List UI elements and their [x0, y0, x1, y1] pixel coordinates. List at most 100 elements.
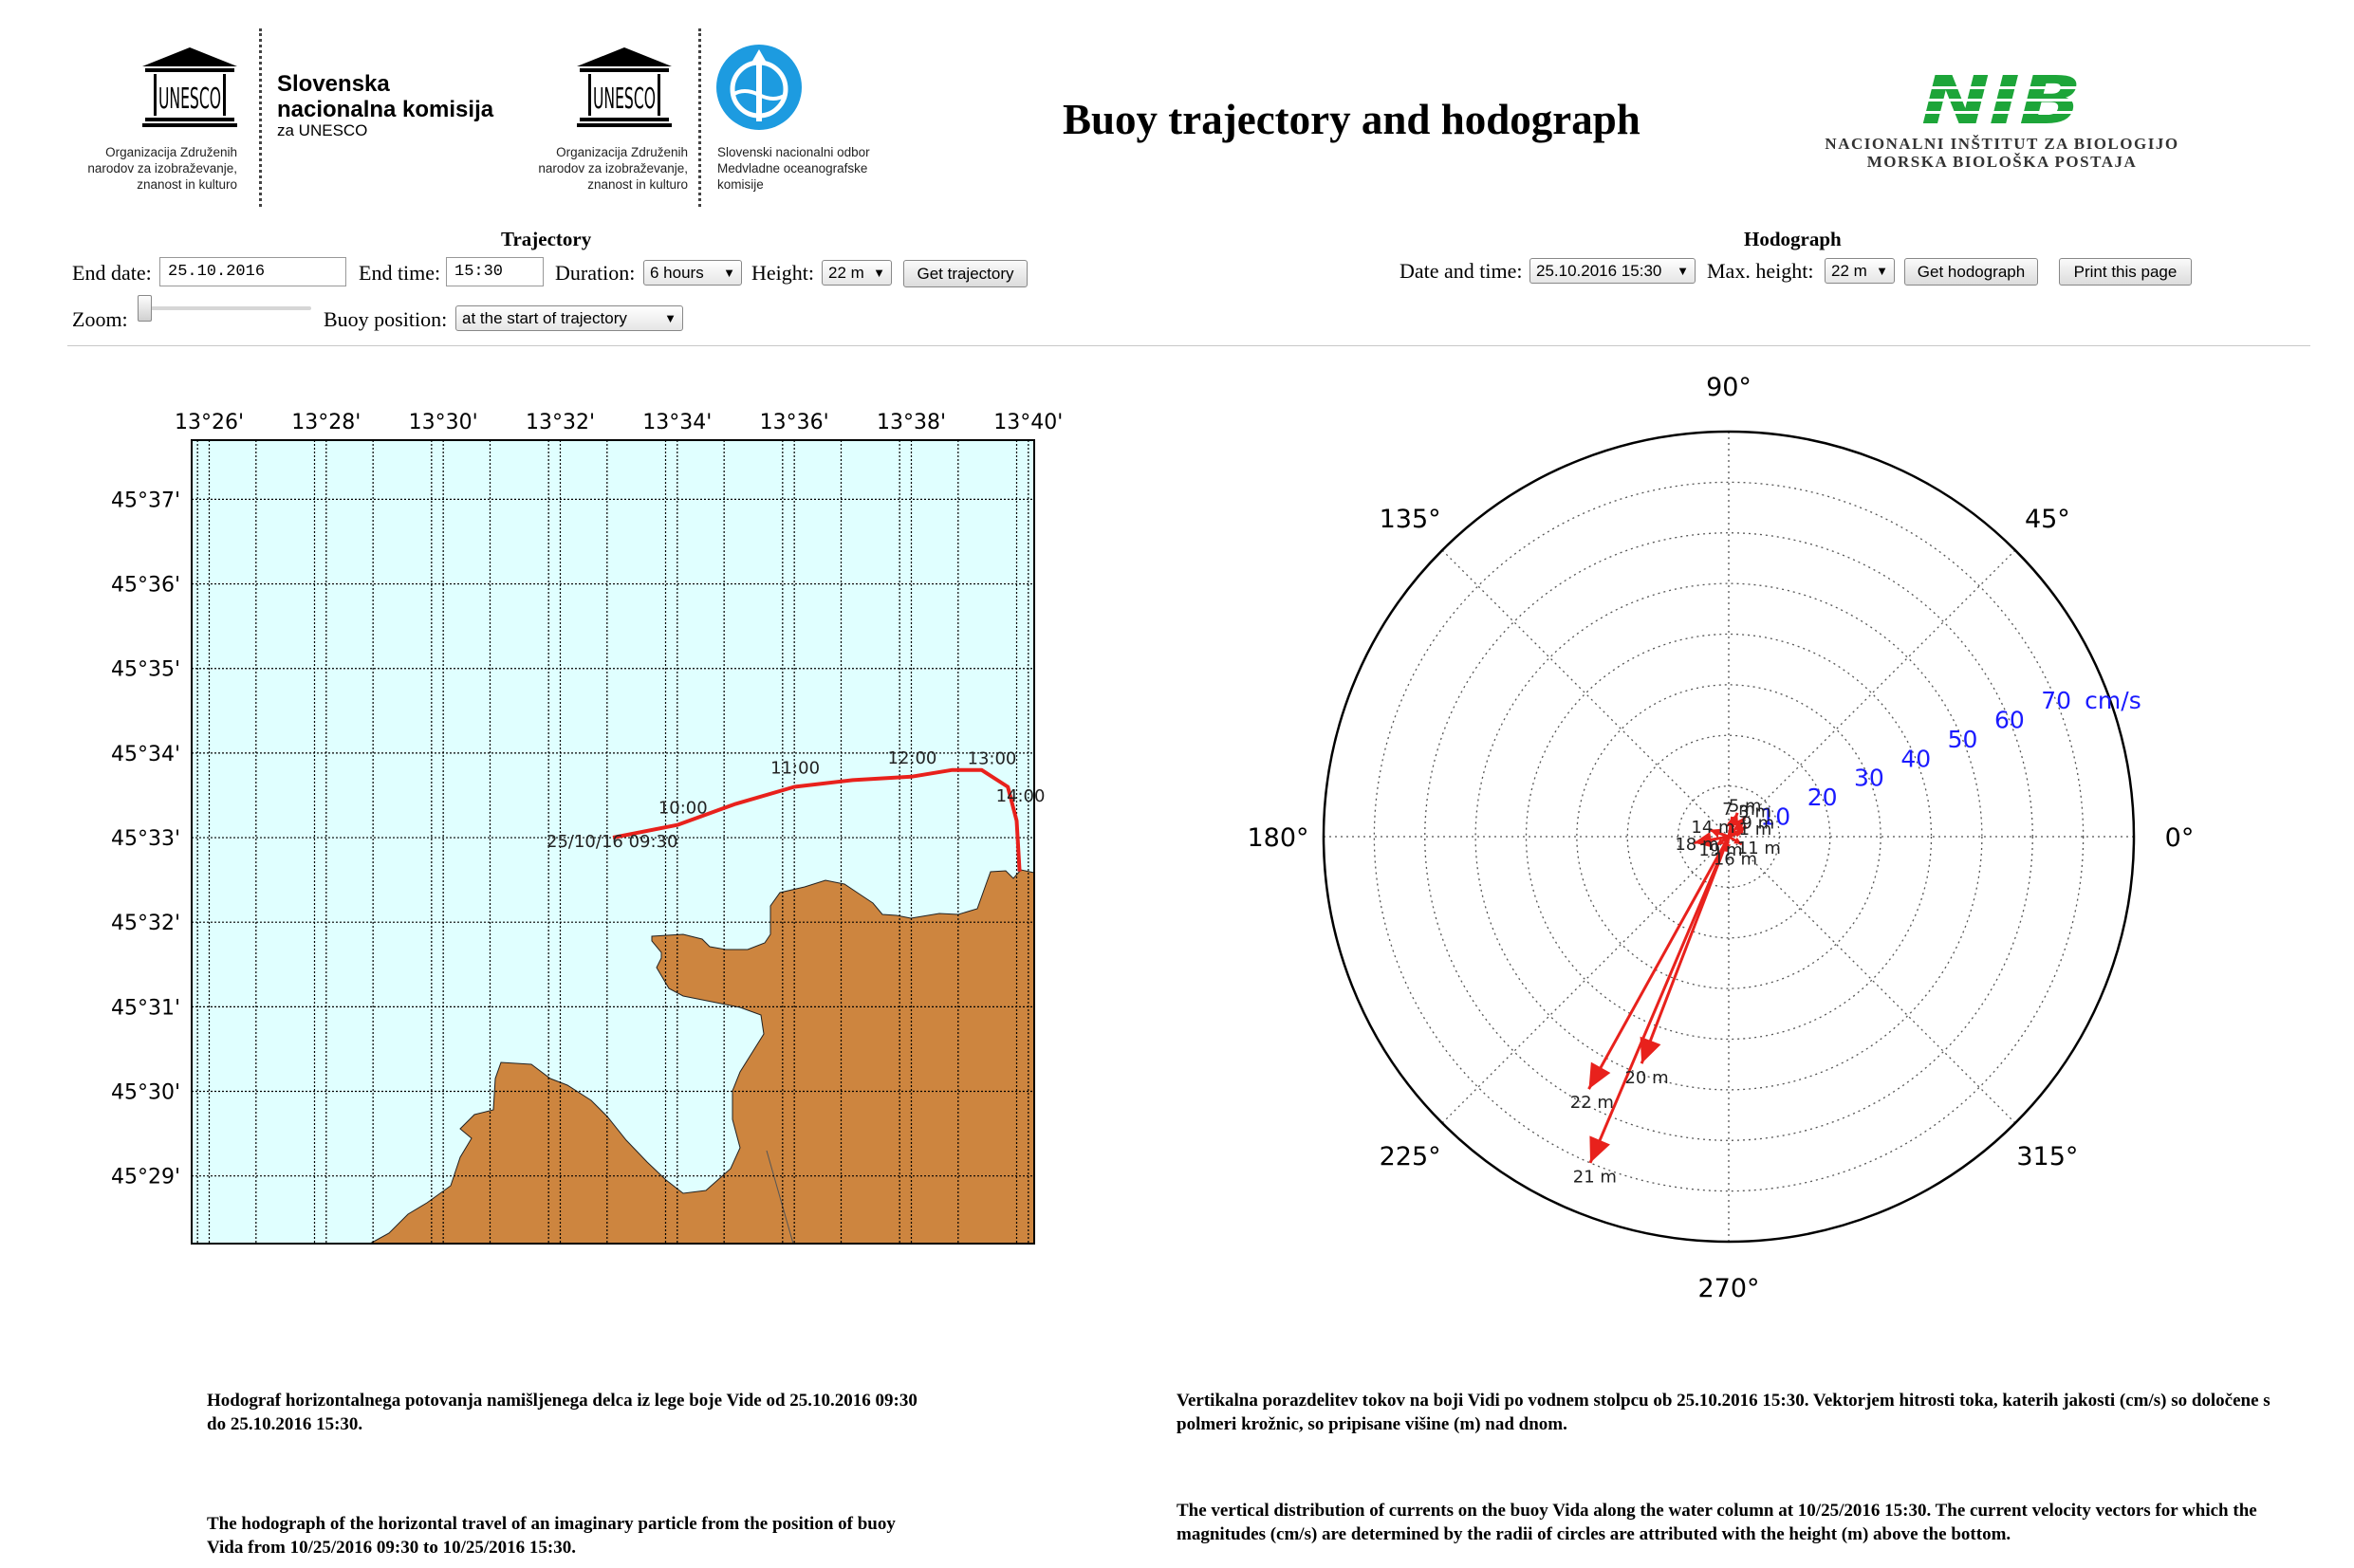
map-y-tick-label: 45°37': [111, 489, 180, 512]
map-y-tick-label: 45°29': [111, 1166, 180, 1190]
velocity-arrowhead: [1732, 817, 1746, 831]
dropdown-arrow-icon: ▼: [723, 266, 735, 280]
trajectory-time-label: 10:00: [658, 799, 708, 819]
velocity-vector-labels: 21 m 22 m 20 m 19 m18 m16 m 14 m11 m 9 m7 m5 …: [1570, 796, 1781, 1187]
hodograph-polar-plot: 0° 45° 90° 135° 180° 225° 270° 315° 10 20 30 40 50 6…: [1247, 373, 2194, 1300]
polar-radius-label: 10: [1760, 803, 1790, 831]
buoy-position-value: at the start of trajectory: [462, 309, 627, 327]
polar-angle-label: 0°: [2165, 823, 2195, 853]
velocity-vector-label: 20 m: [1624, 1068, 1668, 1088]
polar-angle-labels: 0° 45° 90° 135° 180° 225° 270° 315°: [1247, 373, 2194, 1300]
zoom-slider-track: [138, 306, 311, 310]
map-x-tick-label: 13°28': [291, 411, 361, 434]
polar-angle-label: 90°: [1706, 373, 1752, 402]
end-date-label: End date:: [72, 261, 152, 285]
dropdown-arrow-icon: ▼: [873, 266, 885, 280]
polar-angle-label: 270°: [1697, 1274, 1759, 1300]
print-page-button[interactable]: Print this page: [2059, 258, 2192, 286]
height-value: 22 m: [828, 264, 864, 282]
velocity-arrowhead: [1715, 838, 1725, 846]
map-y-tick-label: 45°36': [111, 574, 180, 598]
logo2-caption-line: Organizacija Združenih: [556, 145, 688, 159]
polar-radius-unit: cm/s: [2085, 687, 2141, 714]
polar-angle-label: 45°: [2025, 505, 2070, 534]
logo2-name-line: komisije: [717, 177, 764, 192]
velocity-vector-label: 14 m: [1691, 818, 1734, 838]
svg-text:UNESCO: UNESCO: [593, 83, 656, 116]
map-y-tick-label: 45°30': [111, 1081, 180, 1105]
page-title: Buoy trajectory and hodograph: [1063, 96, 1640, 143]
velocity-vector-label: 16 m: [1714, 850, 1757, 870]
get-hodograph-button[interactable]: Get hodograph: [1904, 258, 2038, 286]
end-time-input[interactable]: 15:30: [446, 257, 544, 286]
unesco-temple-icon: UNESCO: [142, 47, 237, 127]
map-frame: [191, 439, 1035, 1245]
hodograph-caption-english: The vertical distribution of currents on…: [1177, 1501, 2257, 1544]
map-land: [369, 869, 1035, 1245]
hodograph-section-title: Hodograph: [1744, 228, 1842, 250]
logo2-name-line: Slovenski nacionalni odbor: [717, 145, 870, 159]
zoom-slider-thumb[interactable]: [138, 295, 152, 322]
max-height-label: Max. height:: [1707, 259, 1814, 283]
map-x-tick-label: 13°30': [409, 411, 478, 434]
polar-angle-label: 135°: [1380, 505, 1441, 534]
logo2-name-line: Medvladne oceanografske: [717, 161, 868, 175]
duration-value: 6 hours: [650, 264, 704, 282]
duration-select[interactable]: 6 hours ▼: [643, 260, 742, 286]
dropdown-arrow-icon: ▼: [1876, 264, 1888, 278]
nib-name-line: MORSKA BIOLOŠKA POSTAJA: [1866, 153, 2138, 171]
height-select[interactable]: 22 m ▼: [822, 260, 892, 286]
polar-grid-circle: [1424, 532, 2033, 1141]
trajectory-map: 13°26' 13°28' 13°30' 13°32' 13°34' 13°36' 13°3…: [111, 411, 1063, 1245]
datetime-select[interactable]: 25.10.2016 15:30 ▼: [1529, 258, 1696, 284]
polar-grid-circle: [1525, 633, 1933, 1041]
polar-grid-circle: [1474, 582, 1983, 1091]
buoy-position-select[interactable]: at the start of trajectory ▼: [455, 305, 683, 331]
velocity-arrowhead: [1724, 843, 1732, 852]
map-x-tick-labels: 13°26' 13°28' 13°30' 13°32' 13°34' 13°36' 13°3…: [175, 411, 1063, 434]
logo1-caption-line: Organizacija Združenih: [105, 145, 237, 159]
nib-name-line: NACIONALNI INŠTITUT ZA BIOLOGIJO: [1825, 135, 2179, 153]
map-x-tick-label: 13°26': [175, 411, 244, 434]
trajectory-section-title: Trajectory: [501, 228, 592, 250]
unesco-temple-icon: UNESCO: [577, 47, 672, 127]
trajectory-time-label: 25/10/16 09:30: [547, 832, 677, 852]
velocity-vector-label: 19 m: [1698, 840, 1742, 860]
polar-radius-label: 60: [1994, 706, 2025, 733]
polar-radius-label: 20: [1807, 784, 1838, 811]
polar-grid-circle: [1626, 734, 1831, 939]
velocity-arrowhead: [1588, 1061, 1611, 1090]
velocity-vector-label: 1 m: [1739, 820, 1772, 839]
dropdown-arrow-icon: ▼: [664, 311, 677, 325]
map-x-tick-label: 13°34': [642, 411, 712, 434]
velocity-vector-label: 22 m: [1570, 1093, 1614, 1113]
end-date-input[interactable]: 25.10.2016: [159, 257, 346, 286]
velocity-arrowhead: [1733, 837, 1742, 845]
polar-angle-label: 225°: [1380, 1142, 1441, 1171]
velocity-vectors: [1587, 812, 1748, 1164]
get-trajectory-button[interactable]: Get trajectory: [903, 260, 1028, 287]
map-y-tick-label: 45°35': [111, 658, 180, 682]
max-height-select[interactable]: 22 m ▼: [1825, 258, 1895, 284]
trajectory-time-labels: 25/10/16 09:30 10:00 11:00 12:00 13:00 14:00: [547, 748, 1045, 852]
polar-radius-labels: 10 20 30 40 50 60 70 cm/s: [1760, 687, 2141, 831]
header-separator: [67, 345, 2310, 346]
map-x-tick-label: 13°32': [526, 411, 595, 434]
polar-grid-circle: [1576, 684, 1881, 989]
logo2-divider: [698, 28, 701, 207]
logo1-name-line: za UNESCO: [277, 121, 368, 139]
velocity-vector: [1587, 836, 1731, 1090]
logo1-caption-line: narodov za izobraževanje,: [87, 161, 237, 175]
polar-frame: [1322, 430, 2136, 1244]
logo2-caption-line: znanost in kulturo: [587, 177, 688, 192]
trajectory-caption-english: The hodograph of the horizontal travel o…: [207, 1514, 896, 1558]
zoom-label: Zoom:: [72, 307, 128, 331]
velocity-vector-label: 21 m: [1573, 1168, 1617, 1188]
velocity-vector: [1588, 836, 1731, 1164]
map-y-tick-label: 45°32': [111, 912, 180, 935]
map-grid: [192, 440, 1034, 1244]
hodograph-caption-slovenian: Vertikalna porazdelitev tokov na boji Vi…: [1177, 1391, 2271, 1434]
velocity-arrowhead: [1640, 1036, 1661, 1064]
velocity-vector-label: 9 m: [1741, 813, 1774, 833]
trajectory-time-label: 12:00: [888, 748, 937, 768]
